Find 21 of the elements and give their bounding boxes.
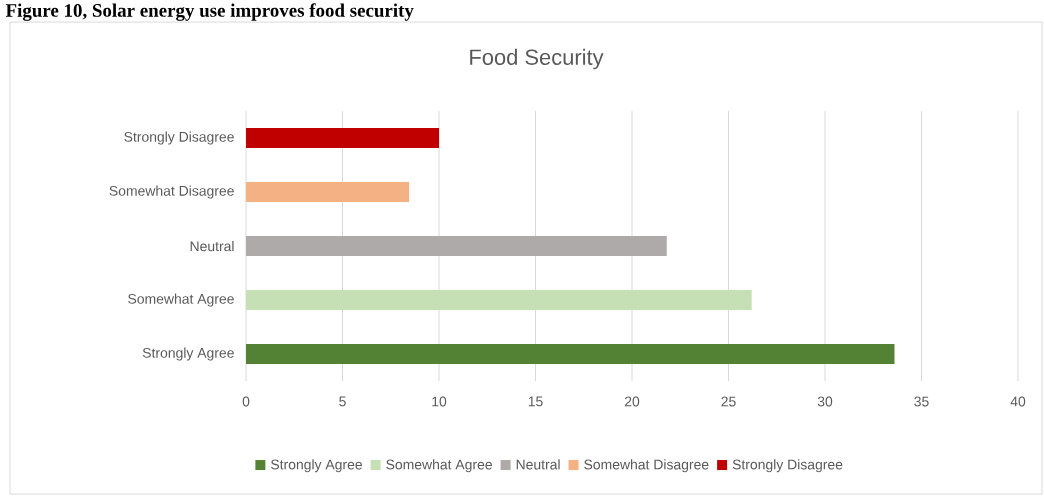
x-tick-label: 20 (624, 396, 640, 407)
legend-label: Somewhat Disagree (584, 459, 709, 473)
y-tick-label: Somewhat Disagree (109, 185, 234, 199)
x-tick-label: 15 (528, 396, 543, 407)
legend-label: Strongly Disagree (732, 459, 843, 473)
legend-label: Strongly Agree (271, 459, 362, 473)
legend-label: Neutral (516, 459, 560, 470)
caption: Figure 10, Solar energy use improves food security (5, 3, 414, 21)
legend-label: Somewhat Agree (386, 459, 492, 473)
y-tick-label: Strongly Disagree (124, 131, 234, 145)
x-tick-label: 35 (914, 396, 929, 407)
x-tick-label: 40 (1010, 396, 1026, 407)
x-tick-label: 10 (432, 396, 447, 407)
x-tick-label: 0 (242, 396, 250, 407)
x-tick-label: 25 (721, 396, 736, 407)
y-tick-label: Strongly Agree (142, 347, 234, 361)
y-tick-label: Neutral (190, 240, 234, 252)
x-tick-label: 30 (817, 396, 833, 407)
y-tick-label: Somewhat Agree (128, 293, 234, 307)
x-tick-label: 5 (339, 396, 346, 407)
chart-title: Food Security (470, 48, 604, 70)
